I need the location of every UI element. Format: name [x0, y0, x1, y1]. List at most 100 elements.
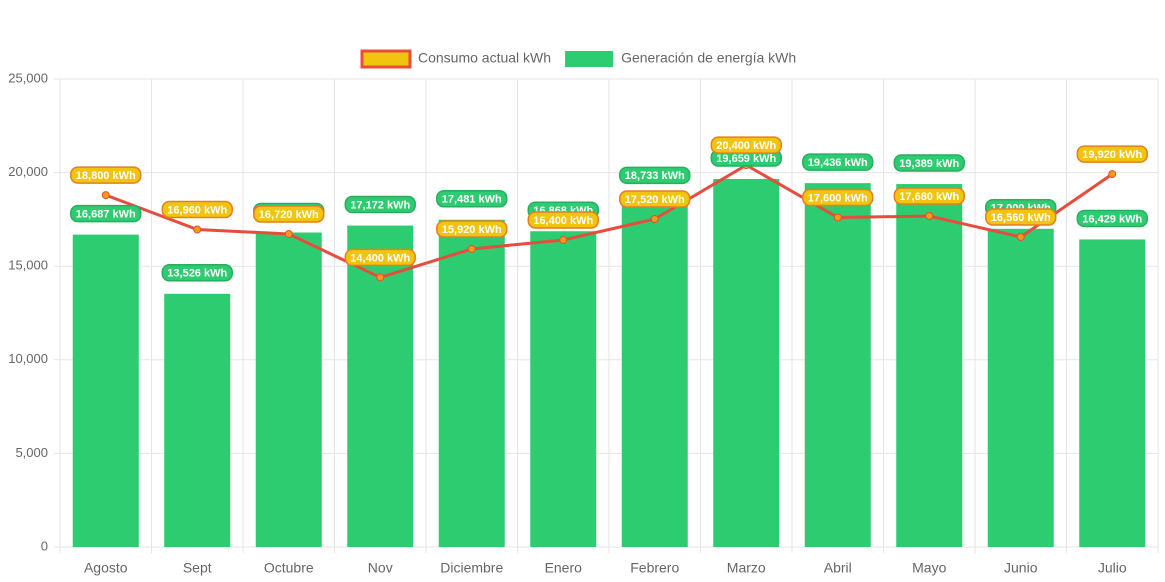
data-label-group: 17,481 kWh [436, 190, 508, 208]
data-label-group: 16,400 kWh [527, 211, 599, 229]
x-tick-label: Junio [1004, 560, 1038, 576]
data-label-group: 15,920 kWh [436, 220, 508, 238]
legend-swatch [360, 49, 412, 69]
y-tick-label: 20,000 [8, 164, 48, 179]
data-label-box [161, 200, 233, 219]
data-label-group: 16,687 kWh [70, 204, 142, 223]
point [376, 273, 385, 282]
data-label-box [1076, 209, 1148, 228]
data-label: 16,720 kWh [259, 209, 319, 221]
data-label: 20,400 kWh [716, 140, 776, 152]
x-tick-label: Sept [183, 560, 212, 576]
point [559, 235, 568, 244]
x-tick-label: Octubre [264, 560, 314, 576]
data-label-box [893, 154, 965, 172]
data-label-group: 17,680 kWh [893, 187, 965, 205]
x-tick-label: Enero [545, 560, 583, 576]
data-label-box [70, 166, 142, 184]
data-label-group: 17,172 kWh [344, 195, 416, 214]
data-label-group: 13,526 kWh [161, 264, 233, 282]
x-tick-label: Julio [1098, 560, 1127, 576]
bar [438, 219, 505, 547]
legend-label: Consumo actual kWh [418, 50, 551, 66]
bar [72, 234, 139, 547]
bar [164, 293, 231, 547]
data-label-box [527, 211, 599, 229]
data-label-box [802, 153, 874, 171]
data-label: 15,920 kWh [442, 224, 502, 236]
point [193, 225, 202, 234]
y-tick-label: 25,000 [8, 70, 48, 85]
data-label-box [344, 248, 416, 267]
data-label: 16,960 kWh [167, 204, 227, 216]
point [1108, 170, 1117, 179]
y-tick-label: 5,000 [15, 445, 48, 460]
point [925, 212, 934, 221]
point [284, 230, 293, 239]
bar [896, 184, 963, 548]
data-label-box [436, 190, 508, 208]
data-label-box [161, 264, 233, 282]
data-label-box [893, 187, 965, 205]
data-label: 17,172 kWh [350, 199, 410, 211]
data-label-group: 16,720 kWh [253, 205, 325, 223]
data-label-box [619, 166, 691, 185]
data-label: 19,659 kWh [716, 153, 776, 165]
data-label: 18,800 kWh [76, 170, 136, 182]
data-label: 16,687 kWh [76, 209, 136, 221]
x-tick-label: Febrero [630, 560, 679, 576]
data-label-box [985, 208, 1057, 226]
data-label-group: 19,659 kWh [710, 149, 782, 167]
data-label: 14,400 kWh [350, 252, 410, 264]
data-label-group: 17,520 kWh [619, 190, 691, 208]
data-label: 16,429 kWh [1082, 213, 1142, 225]
data-label-box [802, 188, 874, 207]
data-label: 17,481 kWh [442, 194, 502, 206]
data-label-box [253, 205, 325, 223]
data-label: 18,733 kWh [625, 170, 685, 182]
x-tick-label: Nov [368, 560, 393, 576]
data-label-group: 19,389 kWh [893, 154, 965, 172]
point [833, 213, 842, 222]
data-label-group: 20,400 kWh [710, 136, 782, 154]
data-label-group: 19,436 kWh [802, 153, 874, 171]
data-label-group: 14,400 kWh [344, 248, 416, 267]
data-label-group: 17,600 kWh [802, 188, 874, 207]
point [101, 191, 110, 200]
bar [255, 232, 322, 547]
x-tick-label: Mayo [912, 560, 946, 576]
y-tick-label: 10,000 [8, 351, 48, 366]
y-tick-label: 15,000 [8, 258, 48, 273]
data-label: 17,680 kWh [899, 191, 959, 203]
data-label-box [619, 190, 691, 208]
legend-swatch [565, 51, 614, 67]
data-label-box [710, 136, 782, 154]
data-label-group: 18,733 kWh [619, 166, 691, 185]
x-tick-label: Diciembre [440, 560, 503, 576]
data-label: 19,436 kWh [808, 157, 868, 169]
data-label-group: 16,560 kWh [985, 208, 1057, 226]
data-label-group: 16,429 kWh [1076, 209, 1148, 228]
bar [987, 228, 1054, 547]
x-tick-label: Abril [824, 560, 852, 576]
point [467, 244, 476, 253]
y-tick-label: 0 [41, 538, 48, 553]
data-label-box [344, 195, 416, 214]
data-label: 19,920 kWh [1082, 149, 1142, 161]
data-label: 16,560 kWh [991, 212, 1051, 224]
data-label-box [1076, 145, 1148, 163]
bar [804, 183, 871, 547]
data-label-group: 16,960 kWh [161, 200, 233, 219]
line [105, 163, 1114, 280]
point [650, 215, 659, 224]
bar [621, 196, 688, 547]
data-label-box [436, 220, 508, 238]
x-tick-label: Agosto [84, 560, 128, 576]
legend-label: Generación de energía kWh [621, 50, 796, 66]
data-label: 17,520 kWh [625, 194, 685, 206]
data-label-group: 18,800 kWh [70, 166, 142, 184]
x-tick-label: Marzo [727, 560, 766, 576]
data-label: 16,400 kWh [533, 215, 593, 227]
data-label: 19,389 kWh [899, 158, 959, 170]
